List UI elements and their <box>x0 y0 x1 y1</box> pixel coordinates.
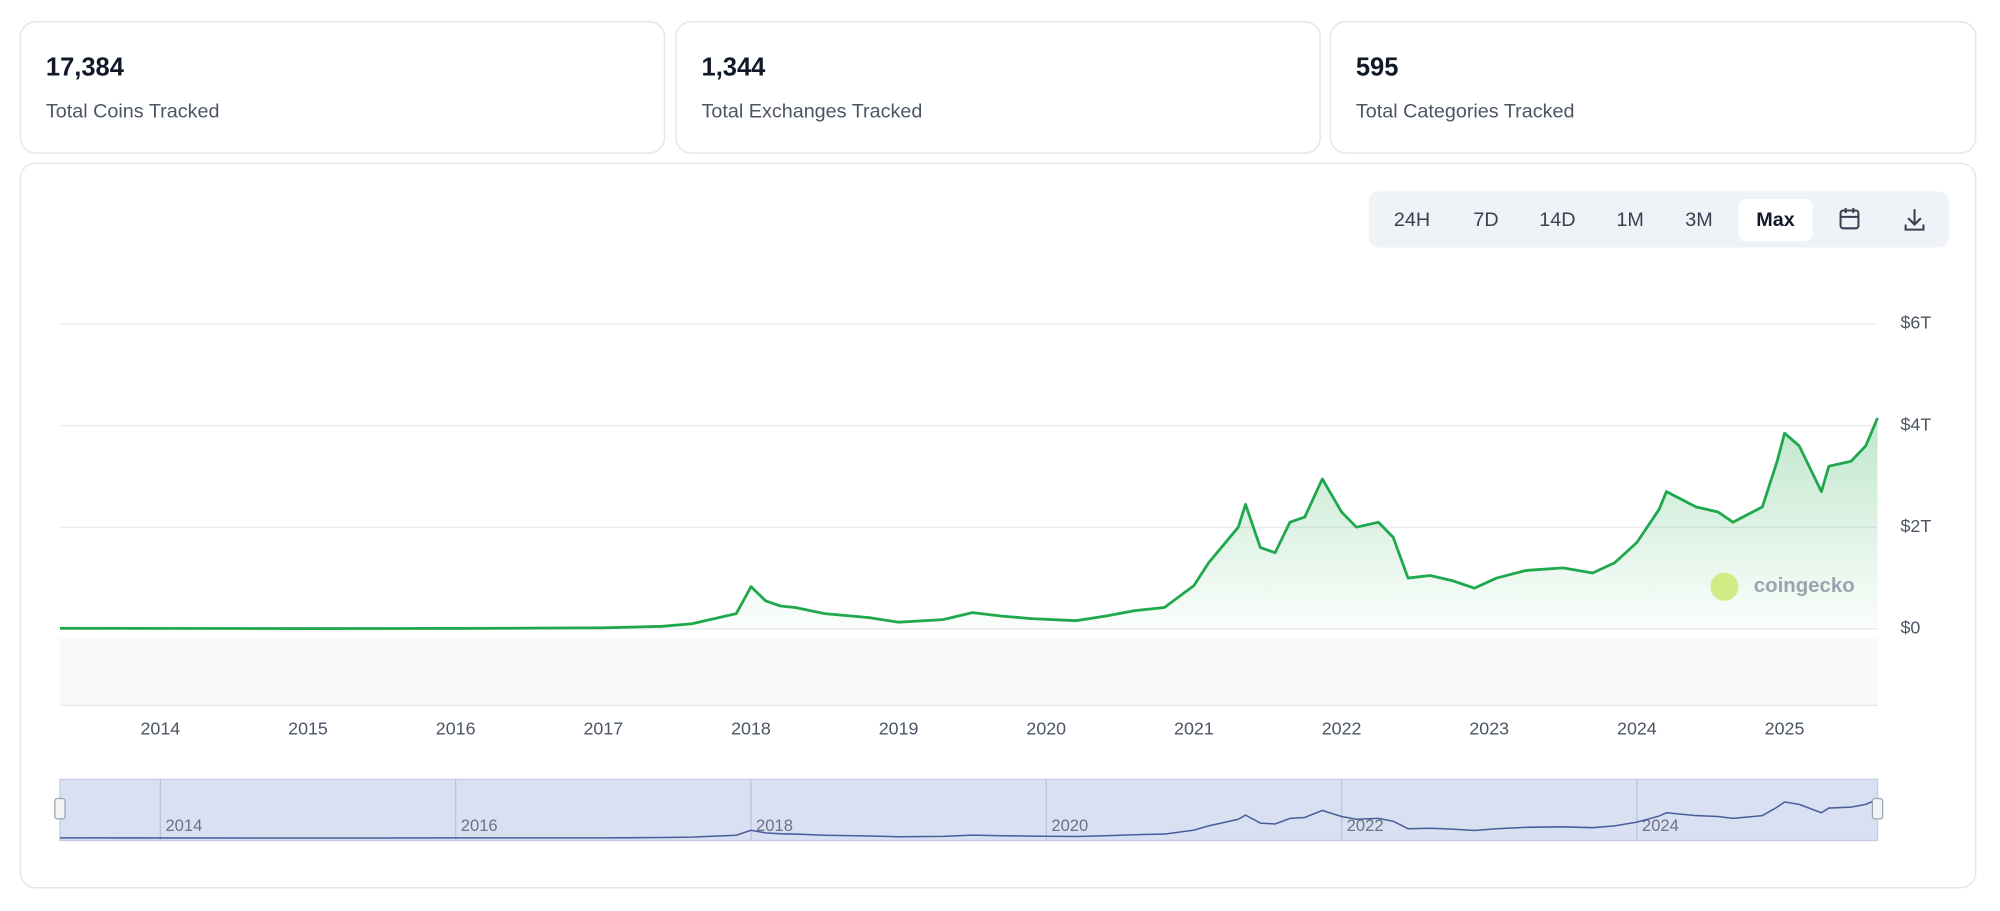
navigator-handle[interactable] <box>54 797 66 820</box>
range-button[interactable]: 3M <box>1685 209 1712 231</box>
stat-card <box>1329 20 1977 154</box>
x-tick-label: 2022 <box>1322 718 1362 738</box>
stat-label: Total Categories Tracked <box>1356 100 1575 122</box>
stat-label: Total Coins Tracked <box>46 100 220 122</box>
navigator-label: 2014 <box>165 816 202 835</box>
navigator-label: 2018 <box>756 816 793 835</box>
navigator-handle[interactable] <box>1871 797 1884 820</box>
x-tick-label: 2014 <box>141 718 181 738</box>
watermark-logo <box>1710 572 1739 601</box>
x-tick-label: 2016 <box>436 718 476 738</box>
range-button[interactable]: 7D <box>1473 209 1498 231</box>
x-tick-label: 2023 <box>1469 718 1509 738</box>
range-button[interactable]: 14D <box>1539 209 1575 231</box>
active-range-bg <box>1738 198 1813 242</box>
navigator-label: 2016 <box>461 816 498 835</box>
range-button[interactable]: 1M <box>1616 209 1643 231</box>
calendar-button[interactable] <box>1839 207 1860 230</box>
stat-card <box>19 20 666 154</box>
x-tick-label: 2020 <box>1026 718 1066 738</box>
volume-band <box>59 637 1878 706</box>
navigator-label: 2022 <box>1347 816 1384 835</box>
x-tick-label: 2015 <box>288 718 328 738</box>
x-tick-label: 2018 <box>731 718 771 738</box>
y-tick-label: $4T <box>1901 414 1932 434</box>
y-tick-label: $2T <box>1901 516 1932 536</box>
y-tick-label: $6T <box>1901 313 1932 333</box>
navigator-line <box>59 798 1878 839</box>
download-button[interactable] <box>1904 209 1925 231</box>
x-tick-label: 2019 <box>879 718 919 738</box>
stat-label: Total Exchanges Tracked <box>702 100 923 122</box>
stat-value: 17,384 <box>46 54 125 82</box>
y-tick-label: $0 <box>1901 618 1921 638</box>
stat-value: 595 <box>1356 54 1399 82</box>
stat-value: 1,344 <box>702 54 767 82</box>
x-tick-label: 2025 <box>1765 718 1805 738</box>
navigator-label: 2020 <box>1051 816 1088 835</box>
price-line <box>59 417 1879 630</box>
navigator <box>59 778 1879 842</box>
area-fill <box>59 418 1878 629</box>
navigator-label: 2024 <box>1642 816 1679 835</box>
stat-card <box>675 20 1321 154</box>
range-toolbar <box>1368 191 1949 248</box>
x-tick-label: 2021 <box>1174 718 1214 738</box>
chart-card <box>19 162 1977 889</box>
range-button[interactable]: 24H <box>1394 209 1430 231</box>
x-tick-label: 2017 <box>583 718 623 738</box>
x-tick-label: 2024 <box>1617 718 1657 738</box>
range-button[interactable]: Max <box>1756 209 1794 231</box>
watermark: coingecko <box>1754 575 1855 597</box>
